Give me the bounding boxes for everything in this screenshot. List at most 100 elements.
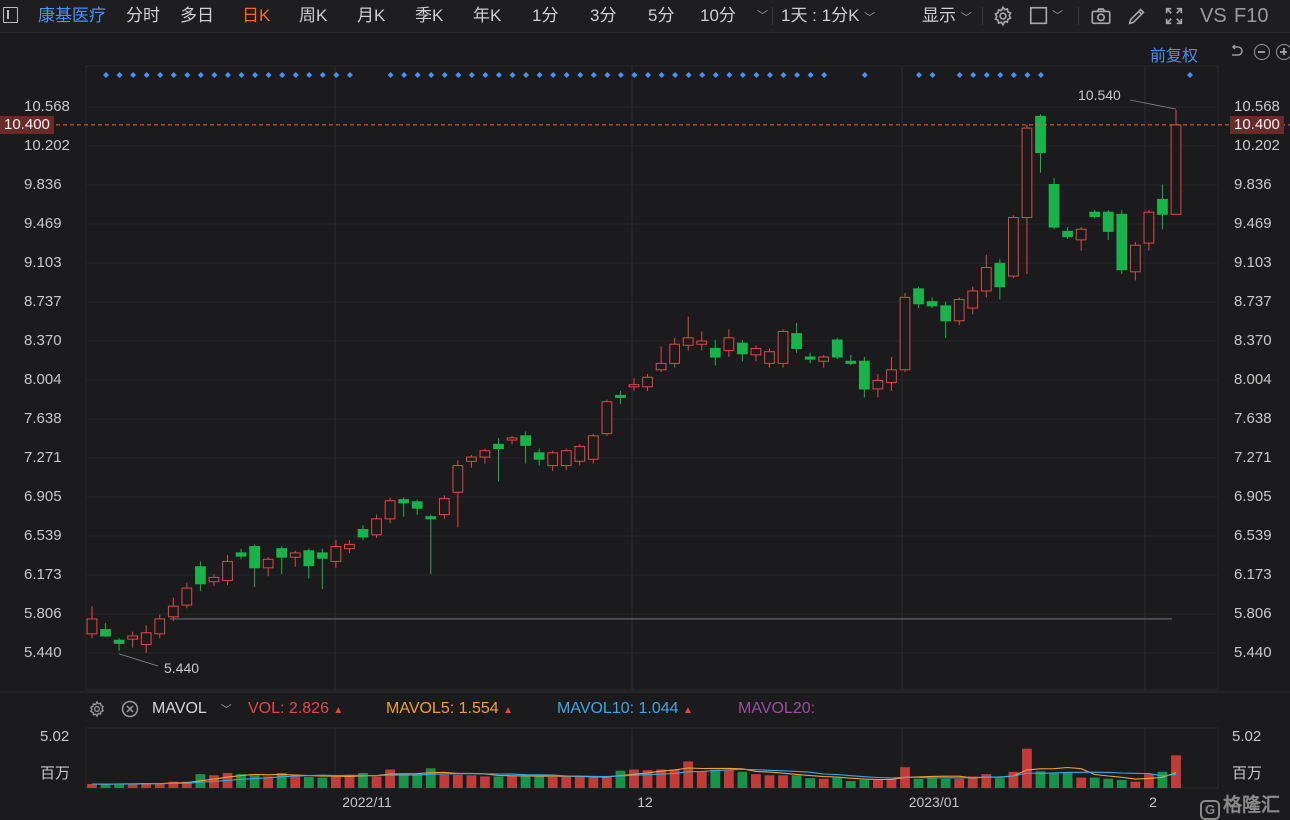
f10-button[interactable]: F10: [1234, 5, 1269, 27]
volume-bar: [249, 775, 260, 788]
candle: [587, 433, 599, 464]
gear-icon[interactable]: [88, 700, 106, 718]
tab-1min[interactable]: 1分: [532, 6, 559, 25]
candle: [222, 555, 233, 585]
sidebar-toggle-icon[interactable]: [0, 0, 24, 32]
candle: [953, 297, 965, 326]
candle: [181, 582, 193, 609]
event-marker-icon: [536, 72, 543, 78]
candle: [289, 550, 301, 567]
volume-bar: [276, 772, 287, 788]
price-tick-label: 9.469: [24, 215, 62, 232]
volume-bar: [371, 776, 382, 788]
candle: [411, 499, 423, 515]
candle: [669, 337, 681, 368]
volume-unit-label: 百万: [1232, 765, 1263, 782]
candle: [1048, 178, 1060, 230]
candle: [560, 448, 572, 470]
tab-quarterly-k[interactable]: 季K: [415, 6, 444, 25]
fullscreen-icon[interactable]: [1163, 5, 1185, 27]
price-tick-label: 8.737: [24, 292, 62, 310]
volume-bar: [886, 778, 897, 788]
camera-icon[interactable]: [1090, 5, 1112, 27]
event-marker-icon: [590, 72, 597, 78]
event-marker-icon: [1037, 72, 1044, 78]
tab-daily-k[interactable]: 日K: [242, 6, 271, 25]
price-tick-label: 7.271: [1234, 449, 1272, 467]
price-tick-label: 10.568: [24, 98, 70, 115]
price-tick-label: 9.469: [1234, 215, 1272, 232]
candle: [601, 399, 613, 436]
toolbar-divider: [772, 7, 773, 25]
tab-5min[interactable]: 5分: [648, 6, 675, 25]
event-marker-icon: [753, 72, 760, 78]
volume-bar: [927, 777, 937, 788]
candle: [899, 293, 911, 372]
event-marker-icon: [739, 72, 746, 78]
zoom-in-icon[interactable]: [1276, 44, 1290, 60]
layout-icon[interactable]: [1028, 5, 1050, 27]
tab-multi-day[interactable]: 多日: [180, 6, 214, 25]
tab-3min[interactable]: 3分: [590, 6, 617, 25]
volume-bar: [493, 776, 504, 788]
volume-bar: [87, 783, 97, 788]
period-select[interactable]: 1天 : 1分K ﹀: [781, 6, 876, 25]
tab-weekly-k[interactable]: 周K: [299, 6, 328, 25]
volume-bar: [439, 774, 450, 788]
volume-bar: [466, 775, 477, 788]
candle: [140, 625, 152, 653]
event-marker-icon: [1187, 72, 1193, 78]
chevron-down-icon[interactable]: ﹀: [1052, 10, 1063, 22]
volume-bar: [1062, 772, 1073, 788]
candle: [642, 374, 653, 392]
indicator-select[interactable]: MAVOL ﹀: [152, 700, 232, 717]
tab-monthly-k[interactable]: 月K: [357, 6, 386, 25]
event-marker-icon: [184, 72, 191, 78]
volume-bar: [629, 769, 639, 788]
stock-name[interactable]: 康基医疗: [38, 6, 106, 25]
gear-icon[interactable]: [992, 5, 1014, 27]
volume-bar: [940, 778, 951, 788]
event-marker-icon: [143, 72, 150, 78]
event-marker-icon: [211, 72, 218, 78]
candle: [1129, 242, 1141, 281]
volume-bar: [1022, 748, 1032, 788]
volume-bar: [263, 776, 274, 788]
display-menu[interactable]: 显示 ﹀: [922, 6, 972, 25]
volume-bar: [344, 774, 355, 788]
event-marker-icon: [116, 72, 123, 78]
adjust-mode-button[interactable]: 前复权: [1150, 48, 1199, 65]
event-marker-icon: [563, 72, 570, 78]
candle: [764, 348, 775, 368]
chevron-down-icon[interactable]: ﹀: [757, 10, 768, 22]
volume-bar: [181, 781, 192, 788]
volume-bar: [154, 783, 165, 788]
candle: [113, 638, 125, 651]
price-tick-label: 10.202: [24, 136, 70, 154]
event-marker-icon: [319, 72, 326, 78]
event-marker-icon: [631, 72, 638, 78]
candle: [804, 352, 816, 364]
candle: [1116, 210, 1128, 274]
event-marker-icon: [265, 72, 272, 78]
volume-bar: [358, 772, 368, 788]
event-marker-icon: [550, 72, 557, 78]
mavol10-value: MAVOL10: 1.044 ▲: [557, 700, 693, 717]
candle: [154, 614, 166, 639]
pencil-icon[interactable]: [1126, 5, 1148, 27]
volume-bar: [1076, 777, 1087, 788]
close-icon[interactable]: [121, 700, 139, 718]
volume-bar: [1049, 773, 1059, 788]
candle: [994, 259, 1006, 300]
candle: [127, 631, 139, 648]
candle: [1089, 210, 1101, 219]
reset-icon[interactable]: [1228, 44, 1244, 60]
tab-intraday[interactable]: 分时: [126, 6, 160, 25]
candle: [195, 561, 206, 592]
tab-yearly-k[interactable]: 年K: [473, 6, 502, 25]
volume-bar: [507, 775, 517, 788]
vs-button[interactable]: VS: [1200, 5, 1227, 27]
zoom-out-icon[interactable]: [1254, 44, 1270, 60]
tab-10min[interactable]: 10分: [700, 6, 736, 25]
